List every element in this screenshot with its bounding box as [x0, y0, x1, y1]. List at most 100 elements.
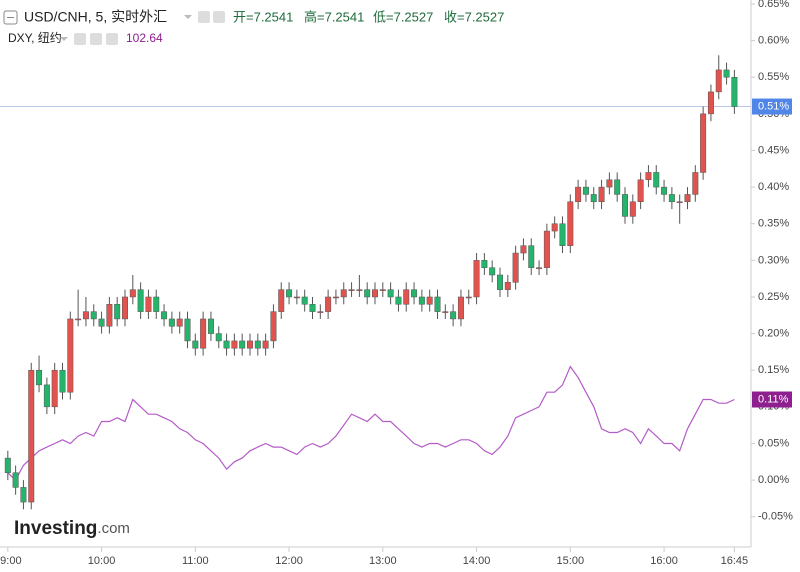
candle-body [129, 289, 136, 298]
collapse-icon[interactable] [3, 10, 18, 25]
y-tick-label: 0.30% [758, 254, 789, 266]
candle-body [200, 318, 207, 349]
candle-body [387, 289, 394, 298]
candle-body [286, 289, 293, 298]
overlay-line [7, 365, 735, 482]
y-tick-label: 0.65% [758, 0, 789, 10]
x-tick-label: 13:00 [369, 555, 397, 567]
candle-body [215, 333, 222, 342]
candle-body [497, 274, 503, 290]
candle-body [395, 296, 402, 305]
y-tick-label: 0.60% [758, 35, 789, 47]
candle-body [4, 457, 11, 474]
candle-body [731, 76, 738, 107]
candle-body [707, 91, 714, 115]
overlay-hide[interactable] [90, 33, 102, 45]
overlay-dropdown[interactable] [60, 37, 68, 41]
candle-body [192, 340, 199, 349]
candle-body [28, 369, 35, 503]
candle-body [567, 201, 574, 246]
y-tick-label: 0.00% [758, 474, 789, 486]
symbol: USD/CNH, 5, 实时外汇 [24, 9, 167, 25]
candle-body [559, 223, 566, 246]
candle-body [606, 179, 613, 188]
candle-body [434, 296, 441, 312]
x-tick-label: 12:00 [275, 555, 303, 567]
open-value: 开=7.2541 [233, 9, 293, 24]
y-tick-label: 0.35% [758, 218, 789, 230]
candle-body [403, 289, 410, 305]
low-value: 低=7.2527 [373, 9, 433, 24]
candle-body [465, 296, 472, 299]
candle-body [372, 289, 378, 298]
candle-body [676, 201, 683, 204]
candle-body [661, 186, 668, 195]
overlay-tag [752, 391, 792, 408]
candle-body [270, 311, 277, 342]
candle-body [67, 318, 74, 393]
candle-body [637, 179, 644, 203]
settings-icon[interactable] [198, 11, 210, 23]
candle-body [457, 296, 464, 320]
y-tick-label: 0.05% [758, 437, 789, 449]
candle-body [668, 194, 675, 203]
candle-body [153, 296, 160, 312]
x-tick-label: 16:00 [650, 555, 678, 567]
dropdown-icon[interactable] [184, 15, 192, 19]
candle-body [356, 289, 363, 291]
candle-body [340, 289, 347, 298]
y-tick-label: 0.20% [758, 328, 789, 340]
candle-body [207, 318, 214, 334]
logo-main: Investing [14, 518, 97, 539]
candle-body [278, 289, 285, 312]
candle-body [254, 340, 261, 349]
candle-body [645, 172, 652, 181]
overlay-remove[interactable] [106, 33, 118, 45]
overlay-settings[interactable] [74, 33, 86, 45]
last-price-label: 0.51% [758, 100, 789, 112]
x-tick-label: 16:45 [721, 555, 749, 567]
candle-body [692, 172, 699, 195]
candle-body [309, 304, 316, 312]
hide-icon[interactable] [213, 11, 225, 23]
candle-body [176, 318, 183, 327]
candle-body [418, 296, 425, 305]
x-tick-label: 15:00 [557, 555, 585, 567]
candle-body [700, 113, 707, 173]
candle-body [473, 260, 480, 298]
candle-body [317, 311, 324, 313]
candle-body [543, 230, 550, 268]
candle-body [614, 179, 621, 195]
candle-body [551, 223, 558, 232]
y-tick-label: 0.40% [758, 181, 789, 193]
candle-body [90, 311, 97, 320]
high-value: 高=7.2541 [304, 9, 364, 24]
candle-body [184, 318, 191, 342]
candle-body [715, 69, 722, 93]
candle-body [231, 340, 238, 349]
candle-body [723, 69, 730, 78]
candle-body [348, 289, 355, 291]
overlay-name: DXY, 纽约 [8, 30, 62, 45]
candle-body [481, 260, 488, 268]
last-price-tag [752, 98, 792, 115]
candle-body [325, 296, 332, 312]
candle-body [504, 282, 511, 290]
candle-body [301, 296, 308, 305]
candle-body [122, 296, 128, 320]
candle-body [75, 318, 82, 321]
candle-body [590, 194, 597, 203]
candle-body [411, 289, 418, 298]
candle-body [442, 311, 449, 313]
candle-body [364, 289, 371, 298]
candle-body [145, 296, 152, 312]
logo-domain: .com [97, 520, 130, 537]
header: USD/CNH, 5, 实时外汇 开=7.2541 高=7.2541 低=7.2… [3, 9, 504, 45]
candle-body [520, 245, 527, 254]
candle-body [629, 201, 636, 217]
candle-body [161, 311, 168, 320]
candle-body [59, 369, 66, 393]
candle-body [137, 289, 144, 312]
candle-body [247, 340, 253, 349]
